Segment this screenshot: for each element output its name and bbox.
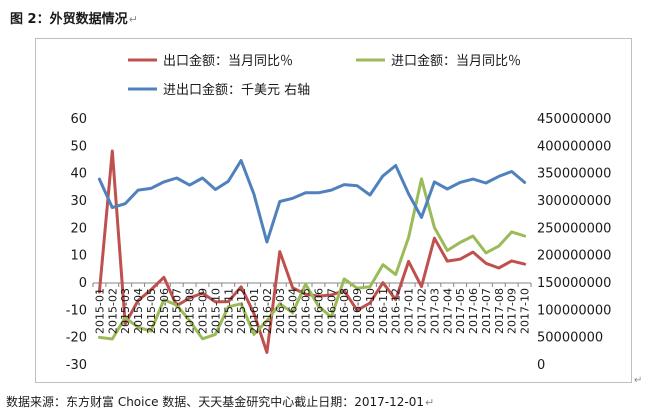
y-left-tick-label: -20 (66, 331, 87, 346)
y-right-tick-label: 100000000 (537, 303, 611, 318)
x-tick-label: 2016-11 (377, 288, 390, 334)
figure-title: 图 2：外贸数据情况↵ (10, 8, 138, 27)
y-right-tick-label: 0 (537, 358, 545, 373)
x-tick-label: 2017-04 (441, 288, 454, 334)
x-tick-label: 2015-11 (222, 288, 235, 334)
x-tick-label: 2016-07 (325, 288, 338, 334)
x-tick-label: 2015-05 (145, 288, 158, 334)
y-right-tick-label: 450000000 (537, 112, 611, 127)
x-tick-label: 2015-07 (171, 288, 184, 334)
series-line-1 (97, 177, 527, 341)
source-text: 数据来源：东方财富 Choice 数据、天天基金研究中心截止日期：2017-12… (6, 395, 425, 409)
x-tick-label: 2017-01 (403, 288, 416, 334)
y-left-tick-label: 0 (79, 276, 87, 291)
x-tick-label: 2015-10 (209, 288, 222, 334)
x-tick-label: 2016-08 (338, 288, 351, 334)
y-left-tick-label: 20 (70, 221, 87, 236)
x-tick-label: 2017-02 (416, 288, 429, 334)
x-tick-label: 2015-01 (93, 288, 106, 334)
legend-label-2: 进出口金额：千美元 右轴 (163, 82, 310, 98)
y-right-tick-label: 400000000 (537, 139, 611, 154)
x-tick-label: 2015-12 (235, 288, 248, 334)
y-right-tick-label: 150000000 (537, 276, 611, 291)
x-tick-label: 2015-09 (197, 288, 210, 334)
x-tick-label: 2017-10 (519, 288, 532, 334)
y-left-tick-label: -10 (66, 303, 87, 318)
x-tick-label: 2016-04 (287, 288, 300, 334)
x-tick-label: 2016-12 (390, 288, 403, 334)
y-left-tick-label: 10 (70, 249, 87, 264)
x-tick-label: 2017-07 (480, 288, 493, 334)
source-paragraph-mark: ↵ (425, 396, 435, 409)
x-tick-label: 2016-01 (248, 288, 261, 334)
y-right-tick-label: 300000000 (537, 194, 611, 209)
y-left-tick-label: 30 (70, 194, 87, 209)
y-right-tick-label: 350000000 (537, 167, 611, 182)
x-tick-label: 2016-02 (261, 288, 274, 334)
legend-label-1: 进口金额：当月同比％ (391, 53, 521, 69)
y-right-tick-label: 250000000 (537, 221, 611, 236)
x-tick-label: 2016-05 (300, 288, 313, 334)
x-tick-label: 2016-10 (364, 288, 377, 334)
x-tick-label: 2015-06 (158, 288, 171, 334)
source-note: 数据来源：东方财富 Choice 数据、天天基金研究中心截止日期：2017-12… (6, 393, 434, 410)
figure-title-text: 图 2：外贸数据情况 (10, 12, 128, 27)
chart-frame (35, 38, 632, 383)
x-tick-label: 2017-05 (454, 288, 467, 334)
x-tick-label: 2016-06 (312, 288, 325, 334)
x-tick-label: 2015-02 (106, 288, 119, 334)
x-tick-label: 2017-09 (506, 288, 519, 334)
series-line-2 (97, 159, 527, 244)
x-tick-label: 2016-09 (351, 288, 364, 334)
y-left-tick-label: -30 (66, 358, 87, 373)
x-tick-label: 2015-08 (184, 288, 197, 334)
x-tick-label: 2016-03 (274, 288, 287, 334)
y-right-tick-label: 50000000 (537, 331, 603, 346)
y-left-tick-label: 40 (70, 167, 87, 182)
paragraph-mark: ↵ (128, 13, 138, 26)
y-right-tick-label: 200000000 (537, 249, 611, 264)
y-left-tick-label: 60 (70, 112, 87, 127)
x-tick-label: 2017-03 (428, 288, 441, 334)
legend-label-0: 出口金额：当月同比％ (163, 53, 293, 69)
y-left-tick-label: 50 (70, 139, 87, 154)
x-tick-label: 2017-06 (467, 288, 480, 334)
x-tick-label: 2015-03 (119, 288, 132, 334)
x-tick-label: 2017-08 (493, 288, 506, 334)
x-tick-label: 2015-04 (132, 288, 145, 334)
frame-paragraph-mark: ↵ (634, 375, 643, 386)
